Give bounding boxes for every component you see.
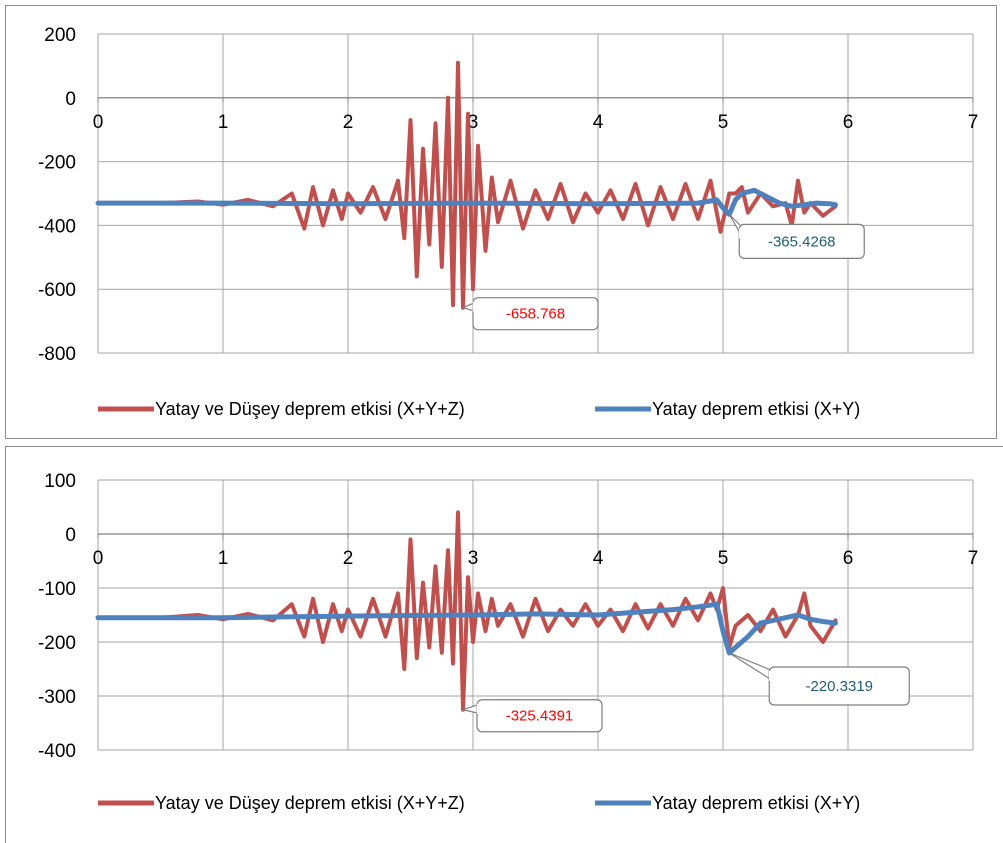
y-tick-label: 0 xyxy=(65,89,76,110)
x-tick-label: 1 xyxy=(218,112,229,133)
data-callout-xy: -365.4268 xyxy=(728,213,865,259)
y-tick-label: -400 xyxy=(38,216,76,237)
y-tick-label: -200 xyxy=(38,633,76,654)
callout-box xyxy=(476,699,603,733)
callout-box xyxy=(738,223,865,259)
x-tick-label: 4 xyxy=(593,548,604,569)
y-tick-label: -400 xyxy=(38,741,76,762)
x-tick-label: 4 xyxy=(593,112,604,133)
x-tick-label: 2 xyxy=(343,112,354,133)
series-line-xyz xyxy=(96,510,838,712)
x-tick-label: 7 xyxy=(968,548,979,569)
legend-label-xy: Yatay deprem etkisi (X+Y) xyxy=(652,399,860,419)
y-tick-label: 100 xyxy=(44,471,76,492)
callout-pointer xyxy=(728,652,774,683)
legend-label-xyz: Yatay ve Düşey deprem etkisi (X+Y+Z) xyxy=(155,399,465,419)
callout-label: -365.4268 xyxy=(768,233,836,250)
x-tick-label: 6 xyxy=(843,548,854,569)
x-tick-label: 2 xyxy=(343,548,354,569)
x-tick-label: 0 xyxy=(93,548,104,569)
callout-box xyxy=(768,666,910,706)
x-tick-label: 6 xyxy=(843,112,854,133)
chart-panel-1: 200 0 -200 -400 -600 -800 0 1 2 3 4 5 6 7 -658.768 -365… xyxy=(5,5,997,439)
y-tick-label: 200 xyxy=(44,25,76,46)
callout-label: -658.768 xyxy=(506,306,565,323)
chart-svg-1: 200 0 -200 -400 -600 -800 0 1 2 3 4 5 6 7 -658.768 -365… xyxy=(38,25,979,419)
legend-label-xyz: Yatay ve Düşey deprem etkisi (X+Y+Z) xyxy=(155,793,465,813)
y-tick-label: -800 xyxy=(38,344,76,365)
series-line-xy xyxy=(95,187,838,217)
chart-svg-2: 100 0 -100 -200 -300 -400 0 1 2 3 4 5 6 7 -325.4391 -22… xyxy=(38,471,979,813)
x-tick-label: 3 xyxy=(468,112,479,133)
callout-box xyxy=(472,297,599,331)
x-tick-label: 1 xyxy=(218,548,229,569)
legend-label-xy: Yatay deprem etkisi (X+Y) xyxy=(652,793,860,813)
chart-panel-2: 100 0 -100 -200 -300 -400 0 1 2 3 4 5 6 7 -325.4391 -22… xyxy=(0,446,1003,843)
y-tick-label: -600 xyxy=(38,280,76,301)
legend: Yatay ve Düşey deprem etkisi (X+Y+Z) Yata… xyxy=(98,399,860,419)
data-callout-xy: -220.3319 xyxy=(728,652,910,706)
chart-frame-2 xyxy=(5,446,1003,843)
callout-label: -325.4391 xyxy=(506,708,574,725)
x-tick-label: 5 xyxy=(718,548,729,569)
data-callout-xyz: -325.4391 xyxy=(460,699,603,733)
x-tick-label: 0 xyxy=(93,112,104,133)
y-tick-label: -100 xyxy=(38,579,76,600)
y-tick-label: -200 xyxy=(38,153,76,174)
x-tick-label: 7 xyxy=(968,112,979,133)
y-tick-label: -300 xyxy=(38,687,76,708)
y-tick-label: 0 xyxy=(65,525,76,546)
series-line-xyz xyxy=(96,60,838,310)
x-tick-label: 5 xyxy=(718,112,729,133)
x-tick-label: 3 xyxy=(468,548,479,569)
chart-frame-1 xyxy=(5,5,997,439)
series-line-xy xyxy=(95,601,838,656)
callout-label: -220.3319 xyxy=(805,678,873,695)
legend: Yatay ve Düşey deprem etkisi (X+Y+Z) Yata… xyxy=(98,793,860,813)
data-callout-xyz: -658.768 xyxy=(461,297,599,331)
